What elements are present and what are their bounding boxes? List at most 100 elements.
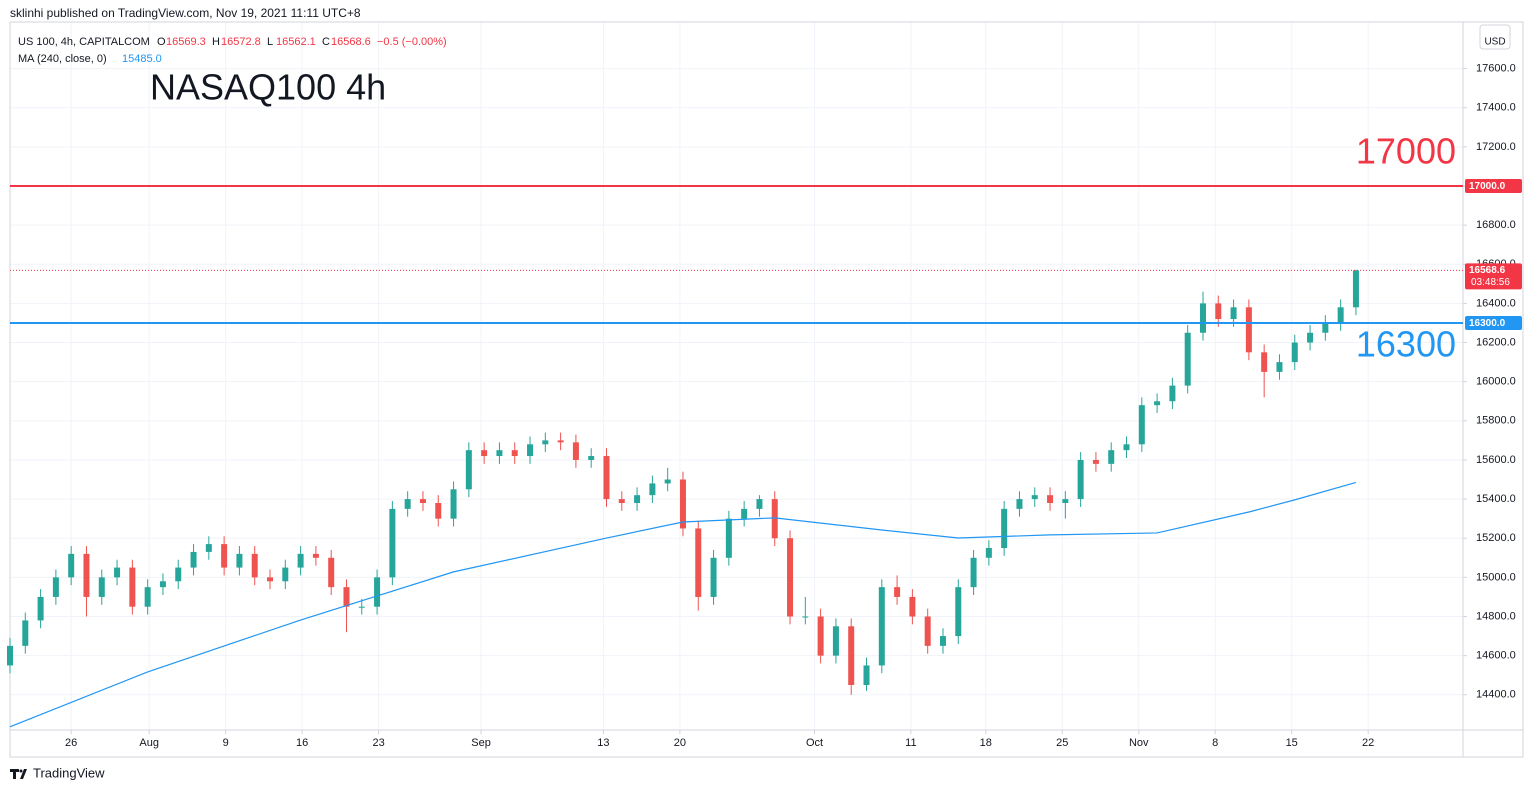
candle-body: [52, 577, 59, 597]
y-tick-label: 17600.0: [1476, 62, 1516, 74]
x-tick-label: Oct: [806, 737, 823, 749]
level-label-box: [1465, 315, 1522, 330]
candle-body: [511, 450, 518, 457]
legend-value: 16569.3: [166, 36, 206, 48]
candle-body: [1138, 405, 1145, 445]
candle-body: [1016, 499, 1023, 509]
candle-body: [618, 499, 625, 504]
x-tick-label: 8: [1212, 737, 1218, 749]
candle-body: [129, 567, 136, 607]
candle-body: [557, 440, 564, 443]
x-tick-label: 16: [296, 737, 308, 749]
footer-logo: [10, 769, 27, 779]
x-tick-label: 18: [980, 737, 992, 749]
y-tick-label: 16200.0: [1476, 336, 1516, 348]
level-label: 17000.0: [1469, 181, 1506, 192]
chart-frame: [9, 21, 1524, 758]
y-tick-label: 14400.0: [1476, 689, 1516, 701]
candle-body: [374, 577, 381, 607]
candle-body: [939, 636, 946, 646]
candle-body: [924, 616, 931, 646]
candle-body: [1169, 385, 1176, 402]
candle-body: [1245, 307, 1252, 353]
logo: [10, 769, 27, 779]
level-label: 16300.0: [1469, 318, 1506, 329]
candle-body: [894, 587, 901, 597]
x-tick-label: 15: [1286, 737, 1298, 749]
candle-body: [481, 450, 488, 457]
candle-body: [1307, 332, 1314, 343]
candle-body: [435, 503, 442, 519]
candle-body: [634, 495, 641, 504]
candle-body: [37, 596, 44, 621]
candle-body: [695, 528, 702, 597]
candle-body: [1031, 495, 1038, 500]
x-tick-label: 20: [674, 737, 686, 749]
x-tick-label: Aug: [139, 737, 159, 749]
x-tick-label: 13: [597, 737, 609, 749]
ma-legend-value: 15485.0: [122, 53, 162, 65]
candle-body: [1261, 352, 1268, 372]
candle-body: [465, 450, 472, 490]
last-price-box: [1465, 263, 1522, 290]
moving-average: [9, 481, 1357, 728]
candle-body: [358, 606, 365, 608]
candle-body: [1092, 459, 1099, 464]
candle-body: [756, 499, 763, 509]
candle-body: [83, 553, 90, 597]
candle-body: [771, 499, 778, 539]
candle-body: [267, 577, 274, 582]
candle-body: [114, 567, 121, 578]
candle-body: [496, 450, 503, 457]
x-tick-label: 25: [1056, 737, 1068, 749]
y-tick-label: 16800.0: [1476, 219, 1516, 231]
candle-body: [159, 581, 166, 588]
candle-body: [251, 553, 258, 578]
candle-body: [863, 665, 870, 685]
candle-body: [68, 553, 75, 578]
candle-body: [955, 587, 962, 637]
candle-body: [588, 456, 595, 460]
candle-body: [1230, 307, 1237, 320]
x-tick-label: 26: [65, 737, 77, 749]
candle-body: [98, 577, 105, 597]
legend-symbol: US 100, 4h, CAPITALCOM: [18, 36, 150, 48]
countdown: 03:48:56: [1471, 277, 1510, 288]
logo-dot: [19, 769, 23, 773]
candle-body: [221, 544, 228, 568]
candle-body: [802, 616, 809, 618]
candle-body: [985, 548, 992, 558]
candle-body: [343, 587, 350, 607]
chart-title: NASAQ100 4h: [150, 67, 386, 108]
y-tick-label: 14800.0: [1476, 610, 1516, 622]
x-tick-label: 11: [905, 737, 916, 749]
candle-body: [450, 489, 457, 519]
x-tick-label: 23: [372, 737, 384, 749]
level-label-box: [1465, 178, 1522, 193]
candle-body: [297, 553, 304, 568]
candle-body: [572, 442, 579, 460]
candle-body: [389, 508, 396, 578]
candle-body: [664, 479, 671, 484]
candle-body: [1276, 362, 1283, 372]
candle-body: [1154, 401, 1161, 406]
candle-body: [175, 567, 182, 582]
candle-body: [1337, 307, 1344, 323]
legend-value: 16562.1: [276, 36, 316, 48]
y-tick-label: 16400.0: [1476, 297, 1516, 309]
candle-body: [710, 557, 717, 597]
candle-body: [236, 553, 243, 568]
currency-box: [1479, 24, 1511, 50]
y-tick-label: 15200.0: [1476, 532, 1516, 544]
legend-key: H: [212, 36, 220, 48]
last-price-label: 16568.6: [1469, 265, 1506, 276]
candle-body: [848, 626, 855, 685]
candle-body: [878, 587, 885, 666]
candle-body: [817, 616, 824, 656]
y-tick-label: 16000.0: [1476, 376, 1516, 388]
candle-body: [1322, 322, 1329, 333]
candle-body: [282, 567, 289, 582]
publish-header: sklinhi published on TradingView.com, No…: [10, 6, 361, 20]
candle-body: [527, 444, 534, 457]
